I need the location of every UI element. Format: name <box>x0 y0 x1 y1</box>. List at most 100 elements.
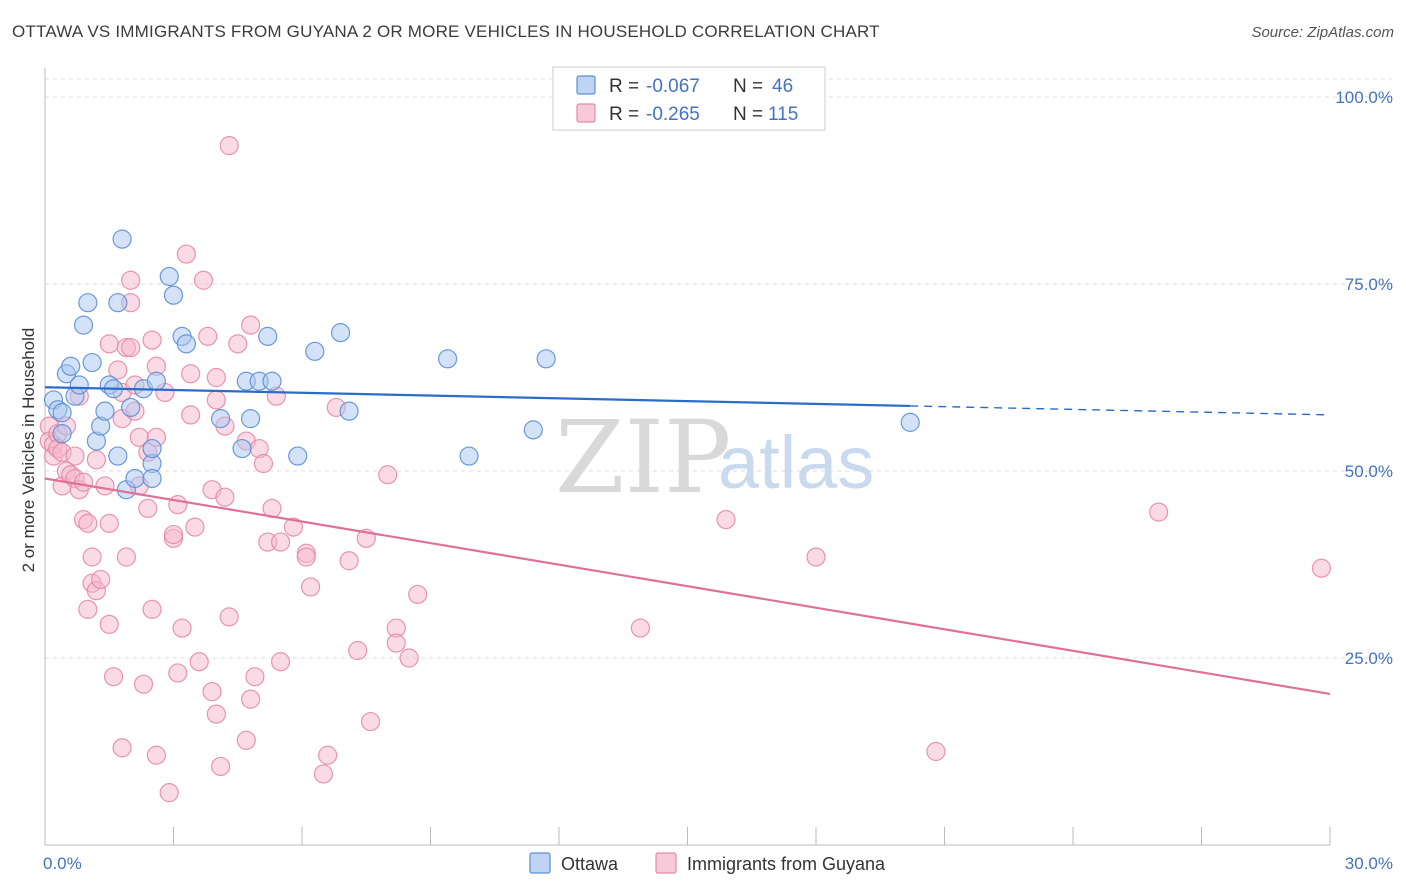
point-guyana-67 <box>206 704 226 724</box>
point-guyana-57 <box>176 244 196 264</box>
point-guyana-87 <box>283 517 304 537</box>
point-guyana-62 <box>193 270 214 290</box>
point-guyana-53 <box>163 524 184 545</box>
point-ottawa-29 <box>176 334 196 354</box>
point-guyana-86 <box>270 532 291 552</box>
point-guyana-73 <box>219 136 239 156</box>
point-ottawa-9 <box>78 293 98 313</box>
point-guyana-77 <box>241 315 261 335</box>
point-guyana-102 <box>408 584 428 605</box>
point-guyana-70 <box>215 487 235 507</box>
point-ottawa-41 <box>339 401 359 421</box>
point-guyana-68 <box>206 390 226 410</box>
point-guyana-105 <box>806 547 826 567</box>
point-guyana-66 <box>206 367 226 388</box>
legend-n-label-ottawa: N = <box>733 76 763 97</box>
point-guyana-59 <box>181 364 201 384</box>
point-guyana-79 <box>245 667 265 687</box>
point-guyana-16 <box>73 472 94 492</box>
point-guyana-25 <box>99 334 119 354</box>
point-guyana-76 <box>236 730 256 750</box>
point-guyana-32 <box>112 738 132 758</box>
point-ottawa-25 <box>146 371 166 391</box>
point-guyana-94 <box>339 551 359 571</box>
point-guyana-24 <box>95 476 115 496</box>
point-ottawa-20 <box>121 397 141 418</box>
point-guyana-20 <box>82 547 102 567</box>
point-guyana-46 <box>142 330 162 350</box>
legend-r-label-guyana: R = <box>609 104 639 125</box>
point-guyana-98 <box>378 465 398 485</box>
watermark-zip: ZIP <box>555 399 731 516</box>
gridlines <box>45 78 1392 659</box>
point-ottawa-3 <box>52 403 72 423</box>
point-guyana-97 <box>360 711 381 732</box>
point-guyana-28 <box>103 667 124 687</box>
point-guyana-58 <box>181 405 201 425</box>
y-tick-label-3: 100.0% <box>1335 88 1393 107</box>
point-ottawa-42 <box>438 349 458 369</box>
bottom-legend-label-guyana: Immigrants from Guyana <box>687 854 886 874</box>
point-guyana-18 <box>78 599 98 619</box>
point-ottawa-39 <box>305 341 325 361</box>
point-ottawa-7 <box>69 375 89 395</box>
point-guyana-26 <box>99 513 119 533</box>
point-ottawa-8 <box>73 315 94 335</box>
point-ottawa-34 <box>241 409 261 429</box>
point-guyana-69 <box>211 756 231 777</box>
point-guyana-92 <box>318 745 338 765</box>
point-ottawa-10 <box>82 352 102 373</box>
top-legend-frame <box>552 66 826 131</box>
chart-source: Source: ZipAtlas.com <box>1251 24 1394 41</box>
bottom-legend-swatch-ottawa <box>529 852 551 874</box>
trend-line-guyana <box>44 477 1331 695</box>
legend-swatch-guyana <box>576 103 596 123</box>
point-guyana-43 <box>138 498 158 518</box>
point-guyana-55 <box>168 663 188 683</box>
bottom-legend-label-ottawa: Ottawa <box>561 854 619 874</box>
legend-swatch-ottawa <box>576 75 596 95</box>
legend-r-value-ottawa: -0.067 <box>646 76 700 97</box>
legend-r-value-guyana: -0.265 <box>646 104 700 125</box>
chart-title: OTTAWA VS IMMIGRANTS FROM GUYANA 2 OR MO… <box>12 22 880 41</box>
tick-labels: 25.0% 50.0% 75.0% 100.0% 0.0% 30.0% <box>43 88 1393 873</box>
point-ottawa-17 <box>108 446 128 466</box>
point-guyana-56 <box>172 618 192 638</box>
x-tick-label-max: 30.0% <box>1345 854 1393 873</box>
point-ottawa-18 <box>112 229 132 249</box>
point-ottawa-45 <box>536 349 556 369</box>
point-ottawa-44 <box>523 420 543 440</box>
legend-n-value-guyana: 115 <box>768 104 798 125</box>
point-guyana-72 <box>219 607 239 627</box>
point-guyana-49 <box>146 745 166 765</box>
point-ottawa-43 <box>459 446 479 466</box>
point-ottawa-16 <box>108 293 128 313</box>
point-guyana-91 <box>313 764 334 784</box>
point-guyana-37 <box>121 337 141 358</box>
point-guyana-104 <box>716 510 736 530</box>
legend-n-value-ottawa: 46 <box>772 76 793 97</box>
x-tick-label-min: 0.0% <box>43 854 82 873</box>
y-tick-label-0: 25.0% <box>1345 649 1393 668</box>
point-ottawa-38 <box>288 446 308 466</box>
point-guyana-63 <box>198 326 218 346</box>
y-axis-title: 2 or more Vehicles in Household <box>19 328 38 573</box>
point-guyana-51 <box>159 783 179 803</box>
point-ottawa-36 <box>262 371 282 391</box>
point-guyana-78 <box>241 689 261 709</box>
point-ottawa-32 <box>232 438 252 459</box>
point-ottawa-5 <box>61 356 81 376</box>
point-guyana-81 <box>253 453 274 474</box>
point-guyana-29 <box>108 360 128 380</box>
point-guyana-95 <box>348 640 368 661</box>
point-guyana-36 <box>121 270 141 290</box>
point-guyana-22 <box>86 450 107 470</box>
point-guyana-107 <box>1149 502 1169 522</box>
legend-r-label-ottawa: R = <box>609 76 639 97</box>
point-guyana-100 <box>386 633 406 653</box>
point-guyana-34 <box>116 547 136 567</box>
point-ottawa-37 <box>258 326 278 346</box>
point-guyana-45 <box>142 599 162 619</box>
point-guyana-23 <box>91 569 111 590</box>
point-ottawa-31 <box>211 409 231 429</box>
